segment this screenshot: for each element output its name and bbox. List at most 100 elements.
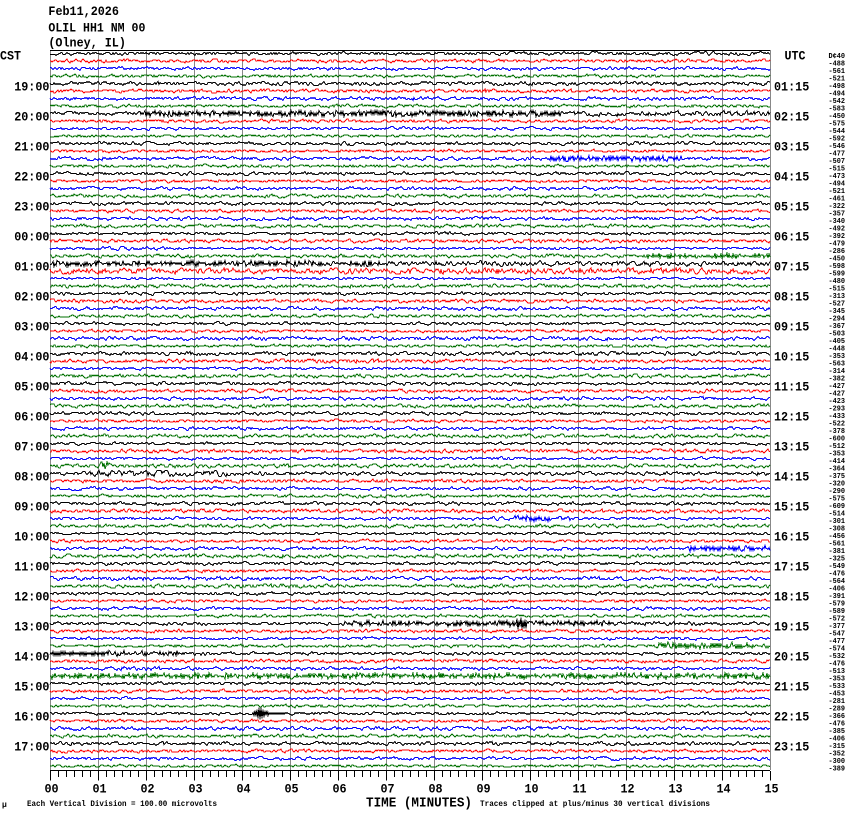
svg-text:-453: -453 [829,691,846,699]
svg-text:CST: CST [0,49,21,64]
svg-text:-367: -367 [829,323,846,331]
svg-text:01: 01 [92,782,106,797]
svg-text:11: 11 [572,782,586,797]
svg-text:-313: -313 [829,293,846,301]
svg-text:-406: -406 [829,586,846,594]
svg-text:15:00: 15:00 [14,680,49,695]
svg-text:-375: -375 [829,473,846,481]
svg-text:-325: -325 [829,556,846,564]
svg-text:-513: -513 [829,668,846,676]
svg-text:UTC: UTC [785,49,806,64]
svg-text:-533: -533 [829,683,846,691]
svg-text:14:00: 14:00 [14,650,49,665]
svg-text:TIME (MINUTES): TIME (MINUTES) [366,797,472,812]
svg-text:-507: -507 [829,158,846,166]
svg-text:-450: -450 [829,256,846,264]
svg-text:-494: -494 [829,91,846,99]
svg-text:-427: -427 [829,391,846,399]
svg-text:Each Vertical Division = 100.: Each Vertical Division = 100.00 microvol… [27,801,217,809]
svg-text:-544: -544 [829,128,846,136]
svg-text:-391: -391 [829,593,846,601]
svg-text:-589: -589 [829,608,846,616]
svg-text:-515: -515 [829,166,846,174]
svg-text:-542: -542 [829,98,846,106]
svg-text:-479: -479 [829,241,846,249]
svg-text:-340: -340 [829,218,846,226]
svg-text:-301: -301 [829,518,846,526]
svg-text:-378: -378 [829,428,846,436]
svg-text:10: 10 [524,782,538,797]
svg-text:17:15: 17:15 [774,560,809,575]
svg-text:06: 06 [332,782,346,797]
svg-text:11:00: 11:00 [14,560,49,575]
svg-text:-385: -385 [829,728,846,736]
svg-text:-574: -574 [829,646,846,654]
svg-text:04:00: 04:00 [14,350,49,365]
svg-text:08:00: 08:00 [14,470,49,485]
svg-text:-572: -572 [829,616,846,624]
svg-text:-314: -314 [829,368,846,376]
svg-text:22:15: 22:15 [774,710,809,725]
svg-text:08:15: 08:15 [774,290,809,305]
svg-text:D¢40: D¢40 [829,53,846,61]
svg-text:-476: -476 [829,661,846,669]
svg-text:19:15: 19:15 [774,620,809,635]
svg-text:-609: -609 [829,503,846,511]
svg-text:14:15: 14:15 [774,470,809,485]
svg-text:10:00: 10:00 [14,530,49,545]
svg-text:09:00: 09:00 [14,500,49,515]
svg-text:09: 09 [476,782,490,797]
svg-text:-492: -492 [829,226,846,234]
svg-text:06:00: 06:00 [14,410,49,425]
svg-text:-598: -598 [829,263,846,271]
svg-text:-563: -563 [829,361,846,369]
svg-text:-352: -352 [829,751,846,759]
svg-text:07:15: 07:15 [774,260,809,275]
svg-text:05:00: 05:00 [14,380,49,395]
svg-text:07:00: 07:00 [14,440,49,455]
svg-text:11:15: 11:15 [774,380,809,395]
svg-text:-592: -592 [829,136,846,144]
svg-text:-561: -561 [829,541,846,549]
svg-text:05: 05 [284,782,298,797]
svg-text:-389: -389 [829,766,846,774]
svg-text:-583: -583 [829,106,846,114]
svg-text:-366: -366 [829,713,846,721]
svg-text:10:15: 10:15 [774,350,809,365]
svg-text:-364: -364 [829,466,846,474]
svg-text:-546: -546 [829,143,846,151]
svg-text:-549: -549 [829,563,846,571]
svg-text:-480: -480 [829,278,846,286]
svg-text:-456: -456 [829,533,846,541]
svg-text:OLIL HH1 NM 00: OLIL HH1 NM 00 [48,21,145,36]
svg-text:00: 00 [44,782,58,797]
svg-text:12: 12 [620,782,634,797]
svg-text:08: 08 [428,782,442,797]
svg-text:01:00: 01:00 [14,260,49,275]
svg-text:-522: -522 [829,421,846,429]
svg-text:13: 13 [668,782,682,797]
svg-text:-450: -450 [829,113,846,121]
svg-text:20:15: 20:15 [774,650,809,665]
svg-text:-477: -477 [829,151,846,159]
svg-text:-488: -488 [829,61,846,69]
svg-text:-448: -448 [829,346,846,354]
svg-text:-423: -423 [829,398,846,406]
svg-text:02:00: 02:00 [14,290,49,305]
svg-text:-286: -286 [829,248,846,256]
svg-text:-547: -547 [829,631,846,639]
svg-text:06:15: 06:15 [774,230,809,245]
svg-text:02: 02 [140,782,154,797]
svg-text:-532: -532 [829,653,846,661]
svg-text:03:15: 03:15 [774,140,809,155]
svg-text:Traces clipped at plus/minus 3: Traces clipped at plus/minus 30 vertical… [480,801,710,809]
svg-text:03: 03 [188,782,202,797]
svg-text:19:00: 19:00 [14,80,49,95]
svg-text:01:15: 01:15 [774,80,809,95]
svg-text:-521: -521 [829,76,846,84]
svg-text:-575: -575 [829,121,846,129]
svg-text:-353: -353 [829,353,846,361]
svg-text:-405: -405 [829,338,846,346]
svg-text:-527: -527 [829,301,846,309]
svg-text:16:15: 16:15 [774,530,809,545]
